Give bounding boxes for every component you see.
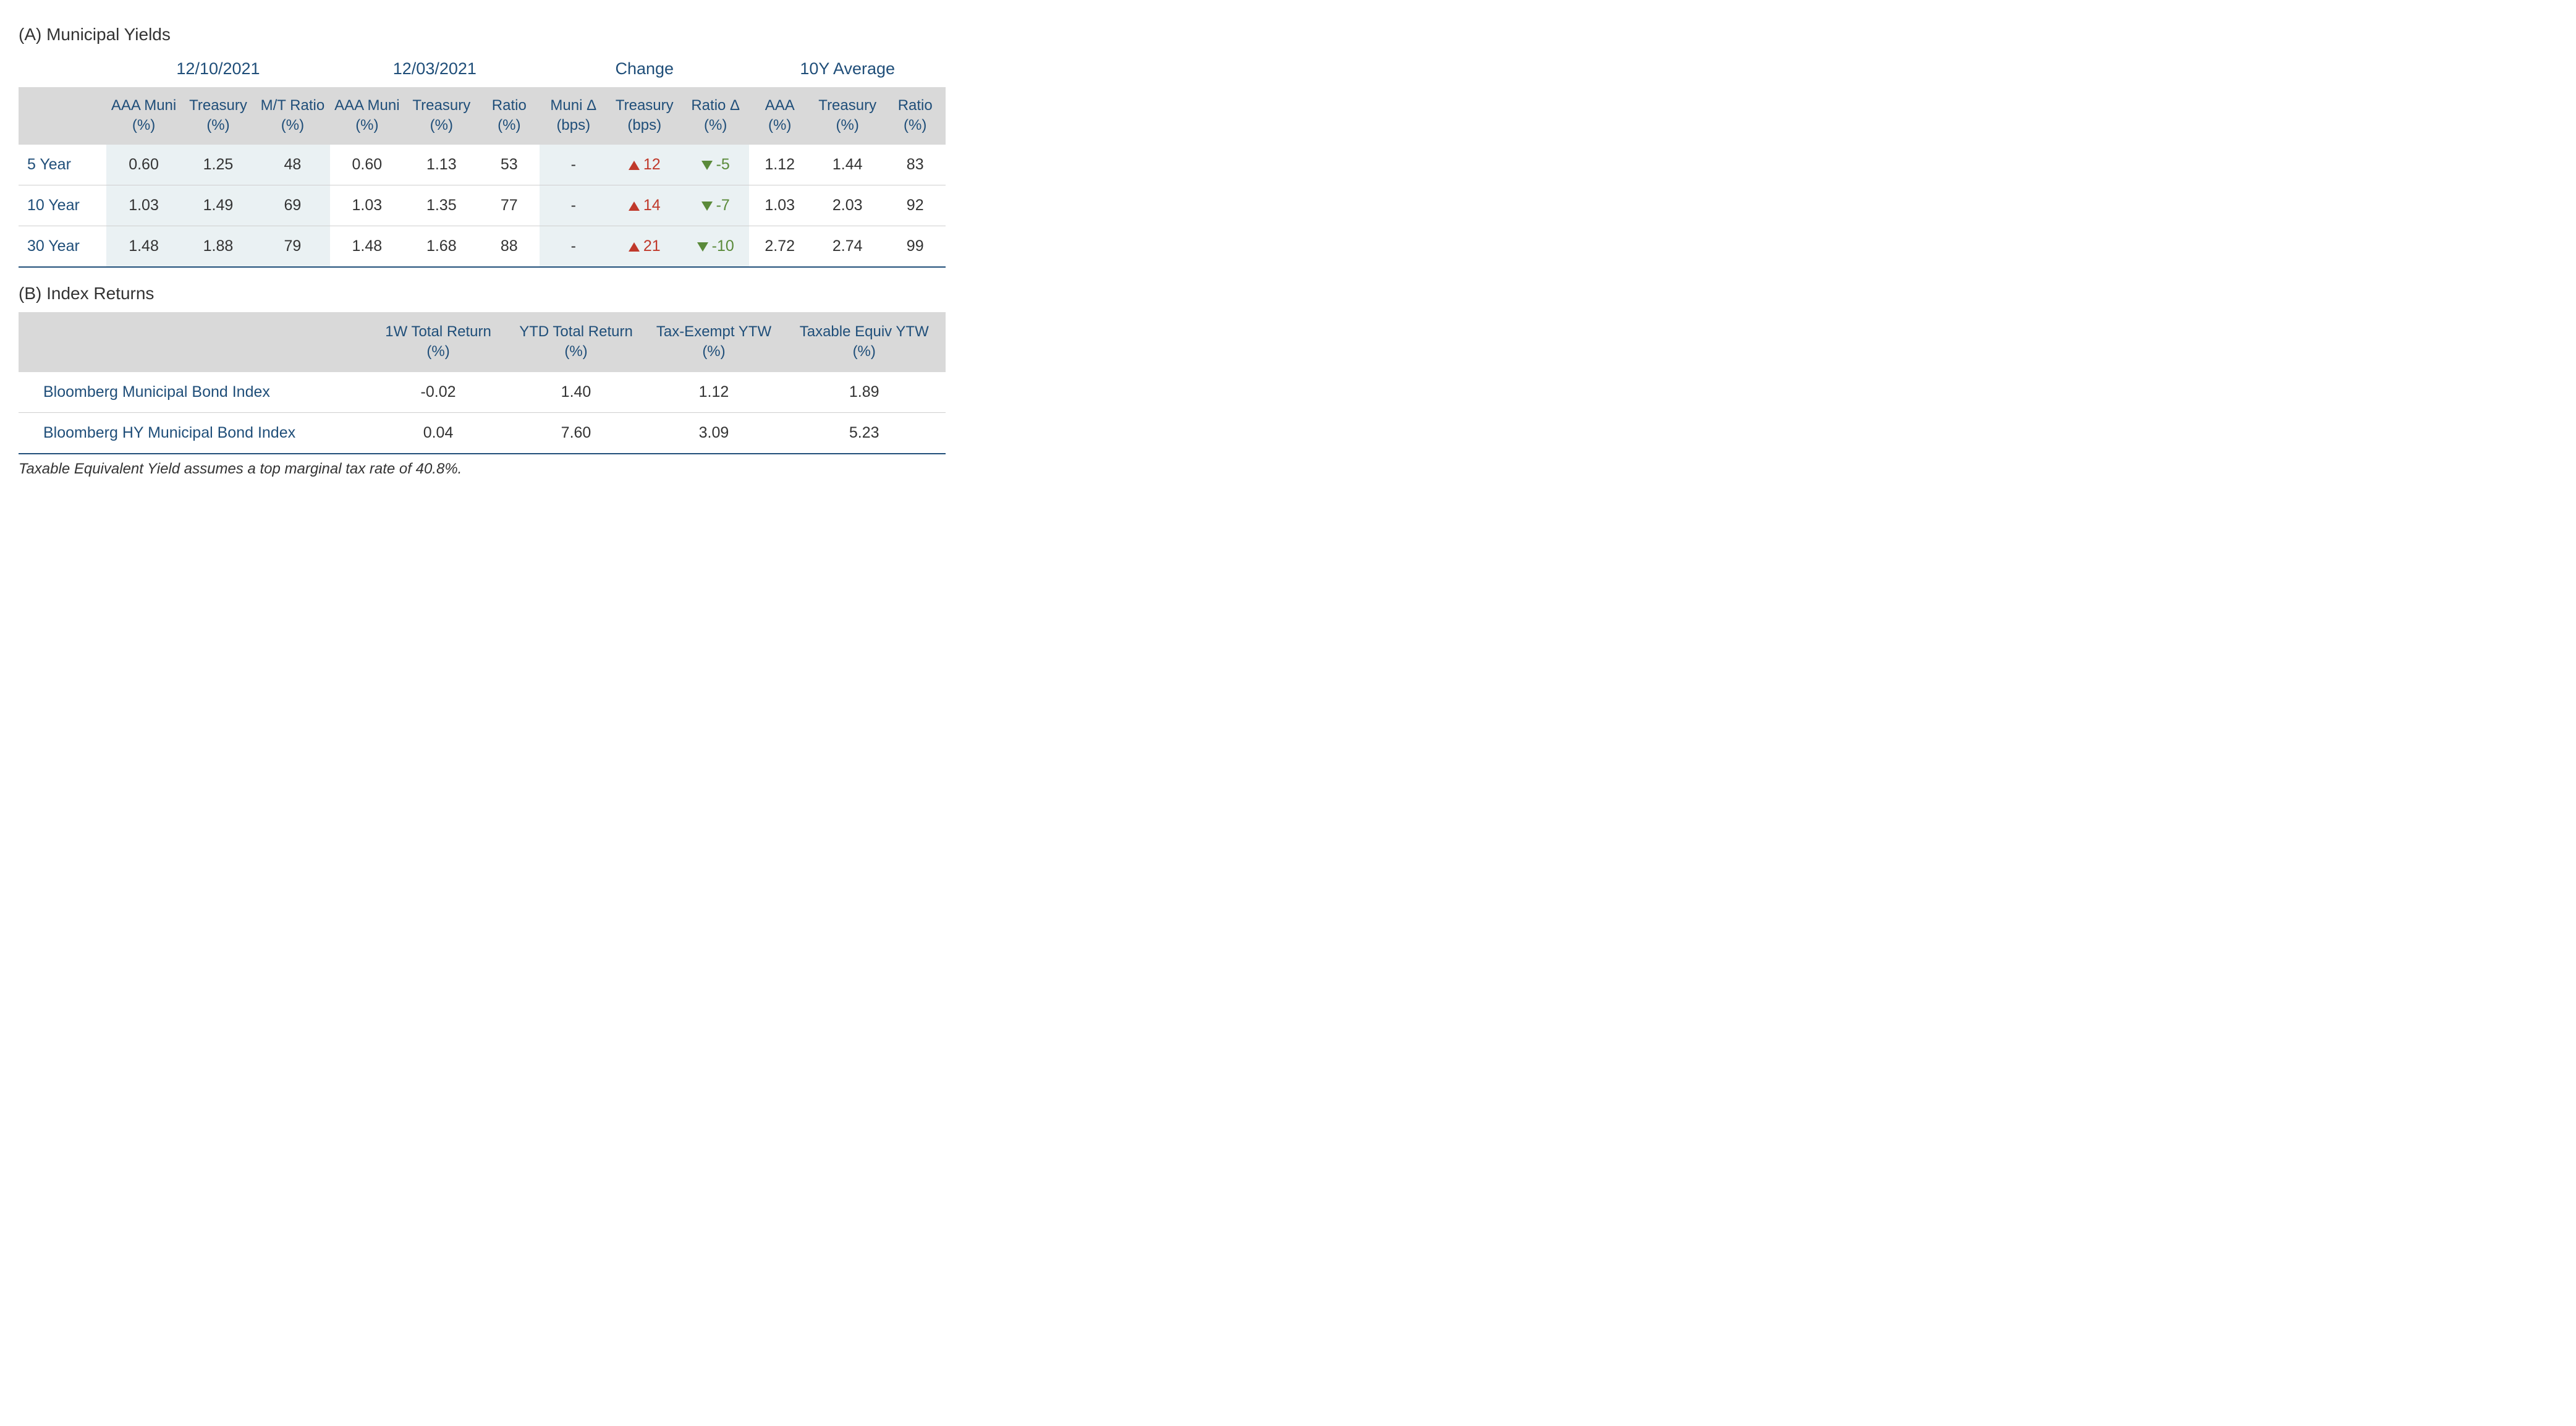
column-header-row: AAA Muni (%) Treasury (%) M/T Ratio (%) … <box>19 87 946 145</box>
col-g1-2: M/T Ratio (%) <box>255 87 329 145</box>
change-value: 21 <box>643 237 661 255</box>
cell-value: 83 <box>884 145 946 185</box>
cell-value: 2.72 <box>749 226 810 267</box>
tableB-col-3: Taxable Equiv YTW (%) <box>782 312 946 372</box>
cell-value: 1.03 <box>106 185 180 226</box>
cell-value: -0.02 <box>370 372 507 413</box>
cell-value: 1.25 <box>181 145 255 185</box>
col-g1-0: AAA Muni (%) <box>106 87 180 145</box>
cell-value: 1.12 <box>645 372 783 413</box>
cell-value: 1.03 <box>330 185 404 226</box>
cell-value: 69 <box>255 185 329 226</box>
triangle-up-icon <box>629 242 640 252</box>
cell-value: 1.44 <box>810 145 884 185</box>
cell-change: -7 <box>682 185 749 226</box>
section-a-title: (A) Municipal Yields <box>19 25 946 45</box>
cell-value: 77 <box>479 185 540 226</box>
cell-change: 12 <box>608 145 682 185</box>
cell-value: 0.04 <box>370 412 507 454</box>
cell-value: 1.12 <box>749 145 810 185</box>
col-g4-2: Ratio (%) <box>884 87 946 145</box>
cell-change: -10 <box>682 226 749 267</box>
triangle-up-icon <box>629 202 640 211</box>
row-label: Bloomberg HY Municipal Bond Index <box>19 412 370 454</box>
group-header-2: 12/03/2021 <box>330 53 540 87</box>
triangle-down-icon <box>701 202 713 211</box>
cell-value: 1.35 <box>404 185 478 226</box>
footnote: Taxable Equivalent Yield assumes a top m… <box>19 460 946 478</box>
group-header-row: 12/10/2021 12/03/2021 Change 10Y Average <box>19 53 946 87</box>
cell-value: 0.60 <box>106 145 180 185</box>
cell-value: 48 <box>255 145 329 185</box>
cell-change: -5 <box>682 145 749 185</box>
change-value: 14 <box>643 197 661 214</box>
cell-value: 1.48 <box>330 226 404 267</box>
index-returns-table: 1W Total Return (%) YTD Total Return (%)… <box>19 312 946 454</box>
change-value: -7 <box>716 197 730 214</box>
municipal-yields-table: 12/10/2021 12/03/2021 Change 10Y Average… <box>19 53 946 268</box>
col-g2-1: Treasury (%) <box>404 87 478 145</box>
col-g4-1: Treasury (%) <box>810 87 884 145</box>
col-g2-0: AAA Muni (%) <box>330 87 404 145</box>
cell-value: 1.89 <box>782 372 946 413</box>
row-label: Bloomberg Municipal Bond Index <box>19 372 370 413</box>
row-label: 5 Year <box>19 145 106 185</box>
cell-value: 7.60 <box>507 412 645 454</box>
triangle-down-icon <box>701 161 713 170</box>
cell-value: 1.88 <box>181 226 255 267</box>
col-g1-1: Treasury (%) <box>181 87 255 145</box>
cell-change: - <box>540 145 607 185</box>
cell-change: 14 <box>608 185 682 226</box>
cell-value: 53 <box>479 145 540 185</box>
cell-value: 79 <box>255 226 329 267</box>
col-g3-2: Ratio Δ (%) <box>682 87 749 145</box>
page-container: (A) Municipal Yields 12/10/2021 12/03/20… <box>19 25 946 478</box>
col-g3-0: Muni Δ (bps) <box>540 87 607 145</box>
cell-value: 3.09 <box>645 412 783 454</box>
cell-change: 21 <box>608 226 682 267</box>
triangle-up-icon <box>629 161 640 170</box>
cell-value: 88 <box>479 226 540 267</box>
cell-value: 5.23 <box>782 412 946 454</box>
cell-value: 99 <box>884 226 946 267</box>
section-b-title: (B) Index Returns <box>19 284 946 303</box>
cell-value: 0.60 <box>330 145 404 185</box>
cell-change: - <box>540 226 607 267</box>
group-header-4: 10Y Average <box>749 53 946 87</box>
cell-value: 1.40 <box>507 372 645 413</box>
row-label: 10 Year <box>19 185 106 226</box>
table-row: 5 Year0.601.25480.601.1353-12-51.121.448… <box>19 145 946 185</box>
tableB-col-0: 1W Total Return (%) <box>370 312 507 372</box>
table-row: 30 Year1.481.88791.481.6888-21-102.722.7… <box>19 226 946 267</box>
tableB-col-1: YTD Total Return (%) <box>507 312 645 372</box>
group-header-3: Change <box>540 53 749 87</box>
cell-value: 2.74 <box>810 226 884 267</box>
cell-change: - <box>540 185 607 226</box>
col-g3-1: Treasury (bps) <box>608 87 682 145</box>
col-g2-2: Ratio (%) <box>479 87 540 145</box>
change-value: -5 <box>716 156 730 173</box>
tableB-header-row: 1W Total Return (%) YTD Total Return (%)… <box>19 312 946 372</box>
tableB-col-2: Tax-Exempt YTW (%) <box>645 312 783 372</box>
table-row: 10 Year1.031.49691.031.3577-14-71.032.03… <box>19 185 946 226</box>
table-row: Bloomberg Municipal Bond Index-0.021.401… <box>19 372 946 413</box>
change-value: -10 <box>712 237 734 255</box>
row-label: 30 Year <box>19 226 106 267</box>
cell-value: 1.49 <box>181 185 255 226</box>
triangle-down-icon <box>697 242 708 252</box>
table-row: Bloomberg HY Municipal Bond Index0.047.6… <box>19 412 946 454</box>
change-value: 12 <box>643 156 661 173</box>
cell-value: 1.48 <box>106 226 180 267</box>
cell-value: 1.13 <box>404 145 478 185</box>
cell-value: 1.68 <box>404 226 478 267</box>
col-g4-0: AAA (%) <box>749 87 810 145</box>
cell-value: 2.03 <box>810 185 884 226</box>
cell-value: 92 <box>884 185 946 226</box>
cell-value: 1.03 <box>749 185 810 226</box>
group-header-1: 12/10/2021 <box>106 53 329 87</box>
